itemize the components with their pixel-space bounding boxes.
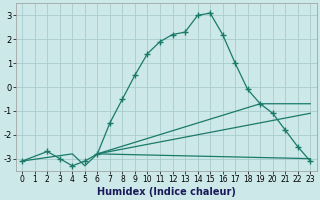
X-axis label: Humidex (Indice chaleur): Humidex (Indice chaleur) [97,187,236,197]
